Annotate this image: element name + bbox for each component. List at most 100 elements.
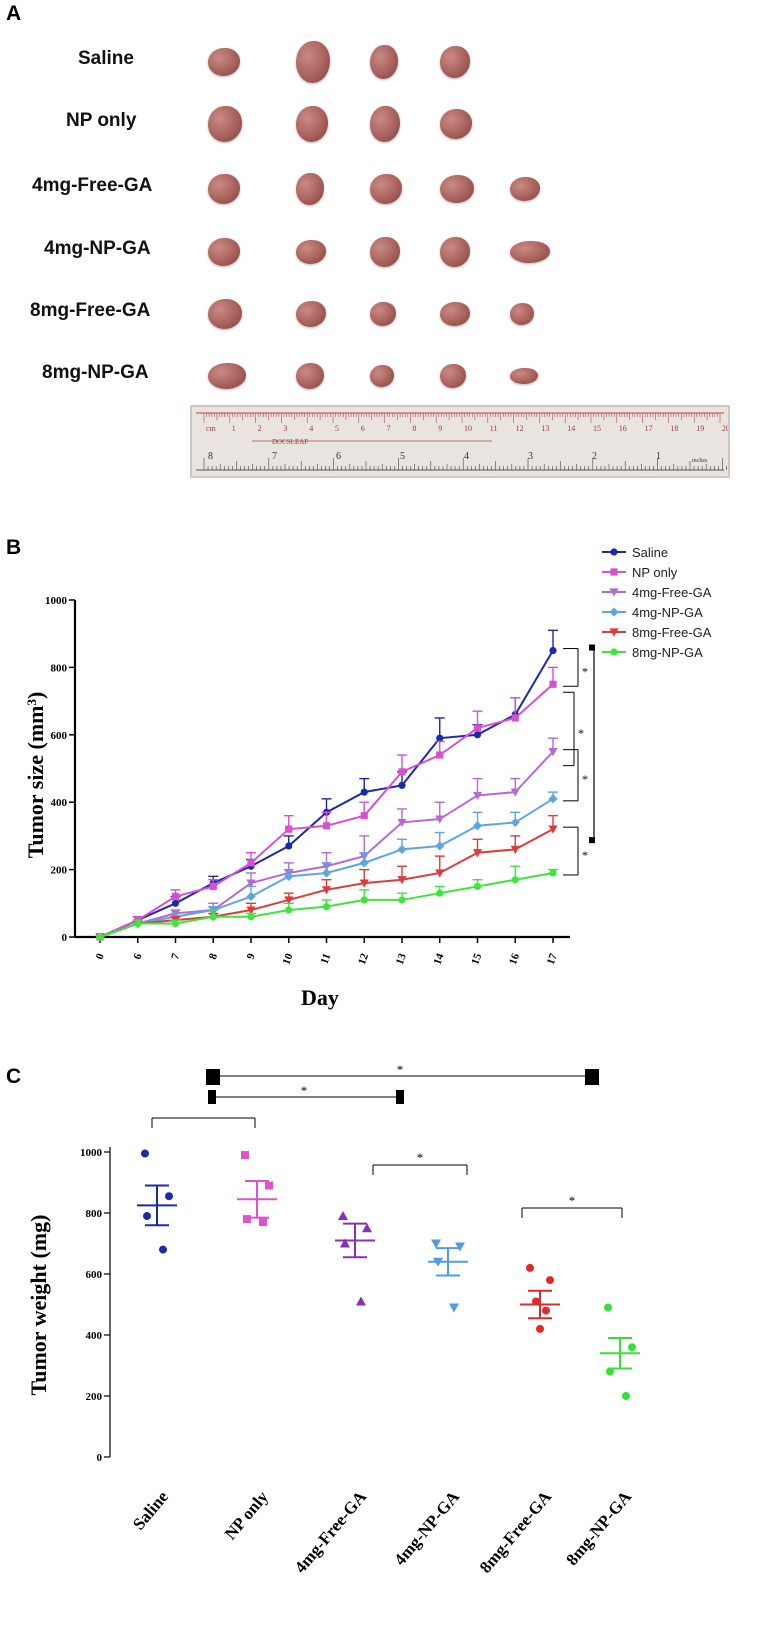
data-point xyxy=(356,1296,366,1306)
data-point xyxy=(473,724,482,732)
ruler-inch-number: 5 xyxy=(400,451,405,462)
significance-star: * xyxy=(582,848,588,862)
ruler-inch-number: 7 xyxy=(272,451,277,462)
data-point xyxy=(171,919,180,928)
data-point xyxy=(360,812,368,820)
data-point xyxy=(397,876,407,885)
group-np-only xyxy=(237,1151,277,1227)
ruler: cm1234567891011121314151617181920DOCSLEA… xyxy=(190,405,730,478)
significance-star: * xyxy=(582,772,588,786)
ruler-scale: cm1234567891011121314151617181920DOCSLEA… xyxy=(196,412,728,471)
data-point xyxy=(511,876,519,884)
tumor-sample xyxy=(440,237,470,267)
data-point xyxy=(622,1392,630,1400)
x-tick-label: 10 xyxy=(281,951,296,966)
data-point xyxy=(510,845,520,854)
data-point xyxy=(340,1238,350,1248)
ruler-cm-number: 5 xyxy=(335,424,339,433)
ruler-inch-number: 6 xyxy=(336,451,341,462)
data-point xyxy=(265,1181,273,1190)
x-tick-label: 0 xyxy=(94,951,107,961)
significance-star: * xyxy=(301,1083,308,1098)
group-4mg-np-ga xyxy=(428,1239,468,1313)
data-point xyxy=(96,933,104,941)
data-point xyxy=(472,849,483,858)
data-point xyxy=(435,815,445,824)
panel-b-letter: B xyxy=(6,536,22,559)
ruler-inch-number: 2 xyxy=(592,451,597,462)
x-tick-label: 6 xyxy=(131,951,144,961)
tumor-sample xyxy=(208,299,242,329)
significance-bracket-4free-4np: * xyxy=(563,749,588,802)
bracket-cap xyxy=(585,1069,599,1085)
tumor-sample xyxy=(370,45,398,79)
data-point xyxy=(285,842,293,850)
ruler-cm-number: 18 xyxy=(670,424,678,433)
legend-label: 4mg-NP-GA xyxy=(632,605,703,620)
data-point xyxy=(472,791,483,801)
ruler-cm-number: 9 xyxy=(438,424,442,433)
tumor-sample xyxy=(440,46,470,78)
tumor-sample xyxy=(510,368,538,384)
data-point xyxy=(362,1223,372,1233)
y-tick-label: 800 xyxy=(86,1208,103,1220)
data-point xyxy=(510,817,520,828)
tumor-sample xyxy=(370,106,400,142)
significance-star: * xyxy=(569,1193,576,1208)
x-tick-label: 16 xyxy=(507,951,522,966)
data-point xyxy=(321,868,332,878)
data-point xyxy=(209,913,217,921)
data-point xyxy=(322,822,331,830)
ruler-inch-unit: inches xyxy=(692,458,708,464)
data-point xyxy=(549,869,557,877)
tumor-sample xyxy=(370,302,396,326)
tumor-sample xyxy=(440,302,470,326)
x-tick-label: 11 xyxy=(318,952,333,966)
data-point xyxy=(246,906,256,915)
y-tick-label: 600 xyxy=(86,1269,103,1281)
tumor-row-label: 8mg-NP-GA xyxy=(42,362,149,383)
ruler-cm-number: 7 xyxy=(387,424,391,433)
bracket-cap xyxy=(396,1090,404,1104)
tumor-row-label: 8mg-Free-GA xyxy=(30,300,151,321)
data-point xyxy=(284,871,294,881)
ruler-cm-number: cm xyxy=(206,424,217,433)
tumor-sample xyxy=(510,303,534,325)
data-point xyxy=(321,886,332,895)
ruler-cm-number: 4 xyxy=(309,424,313,433)
bracket-cap xyxy=(206,1069,220,1085)
legend-marker xyxy=(610,648,618,656)
ruler-inch-number: 3 xyxy=(528,451,533,462)
x-tick-label: 13 xyxy=(394,951,409,966)
data-point xyxy=(360,788,368,796)
tumor-size-line-chart: 0 200 400 600 800 1000 0 6 7 8 9 10 11 12 13 14 15 16 17 Da… xyxy=(23,545,712,1010)
x-tick-label: 12 xyxy=(356,951,371,966)
x-tick-label: 9 xyxy=(245,951,258,961)
legend-marker xyxy=(609,607,619,617)
tumor-sample xyxy=(440,364,466,388)
panel-c-letter: C xyxy=(6,1065,22,1088)
y-axis-title-superscript: 3 xyxy=(24,699,39,706)
tumor-weight-scatter-chart: 0 200 400 600 800 1000 Tumor weight (mg) Saline… xyxy=(26,1062,640,1577)
data-point xyxy=(359,879,369,888)
data-point xyxy=(536,1324,544,1333)
data-point xyxy=(285,825,293,833)
significance-star: * xyxy=(582,664,588,678)
data-point xyxy=(606,1367,614,1376)
y-axis-title: Tumor weight (mg) xyxy=(26,1215,51,1396)
data-point xyxy=(209,882,217,891)
significance-bracket-saline-np: * xyxy=(563,648,588,687)
data-point xyxy=(322,903,331,911)
tumor-sample xyxy=(370,174,402,204)
data-point xyxy=(436,751,444,759)
ruler-cm-number: 1 xyxy=(232,424,236,433)
y-tick-label: 600 xyxy=(51,730,68,742)
data-point xyxy=(243,1215,251,1224)
tumor-sample xyxy=(296,41,330,83)
data-point xyxy=(247,913,255,921)
ruler-cm-number: 2 xyxy=(258,424,262,433)
data-point xyxy=(435,869,445,878)
tumor-sample xyxy=(296,173,324,205)
significance-bracket-np-4free: * xyxy=(563,691,584,767)
data-point xyxy=(141,1149,149,1158)
